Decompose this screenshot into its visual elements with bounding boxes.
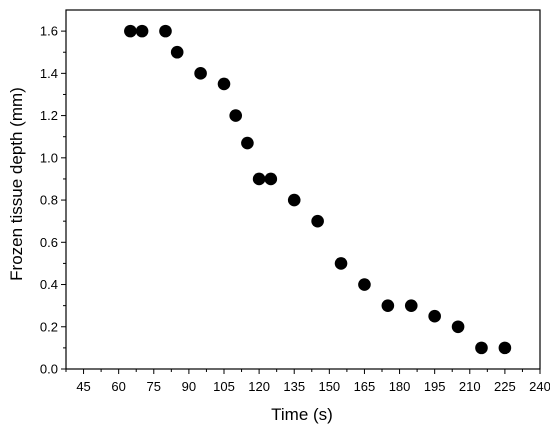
data-point xyxy=(311,214,324,228)
y-tick-label: 0.0 xyxy=(40,362,58,377)
x-tick-label: 210 xyxy=(459,379,481,394)
x-tick-label: 90 xyxy=(182,379,196,394)
x-tick-label: 240 xyxy=(529,379,550,394)
x-tick-label: 150 xyxy=(318,379,340,394)
data-point xyxy=(358,278,371,291)
data-point xyxy=(229,109,243,122)
y-tick-label: 1.0 xyxy=(40,150,58,165)
x-tick-label: 180 xyxy=(389,379,411,394)
plot-border xyxy=(65,9,541,370)
plot-frame xyxy=(65,9,541,370)
data-point xyxy=(170,45,184,59)
data-point xyxy=(241,136,254,150)
y-tick-label: 0.2 xyxy=(40,319,58,334)
x-tick-label: 135 xyxy=(283,379,305,394)
data-point xyxy=(428,309,441,323)
data-point xyxy=(451,320,465,334)
y-axis-title: Frozen tissue depth (mm) xyxy=(7,87,26,281)
data-point xyxy=(404,299,418,312)
data-point xyxy=(217,77,231,91)
y-tick-label: 0.6 xyxy=(40,235,58,250)
data-point xyxy=(264,172,278,186)
data-point xyxy=(194,67,207,80)
x-tick-label: 60 xyxy=(111,379,125,394)
data-points xyxy=(124,24,512,355)
y-tick-label: 1.2 xyxy=(40,108,58,123)
data-point xyxy=(124,24,137,38)
y-tick-label: 1.4 xyxy=(40,66,58,81)
data-point xyxy=(135,24,149,38)
data-point xyxy=(159,24,172,38)
x-tick-label: 225 xyxy=(494,379,516,394)
data-point xyxy=(252,172,266,186)
data-point xyxy=(475,341,488,355)
x-tick-label: 75 xyxy=(147,379,161,394)
x-tick-label: 165 xyxy=(354,379,376,394)
x-tick-label: 45 xyxy=(76,379,90,394)
y-tick-label: 1.6 xyxy=(40,24,58,39)
y-tick-label: 0.8 xyxy=(40,193,58,208)
x-tick-label: 105 xyxy=(213,379,235,394)
x-axis-title: Time (s) xyxy=(271,405,333,424)
x-axis-ticks: 45 60 75 90 105 120 135 150 165 180 195 210 225 240 xyxy=(65,369,550,394)
y-tick-label: 0.4 xyxy=(40,277,58,292)
x-tick-label: 195 xyxy=(424,379,446,394)
y-axis-ticks: 0.0 0.2 0.4 0.6 0.8 1.0 1.2 1.4 1.6 xyxy=(40,24,66,377)
data-point xyxy=(498,341,512,355)
data-point xyxy=(287,193,301,207)
x-tick-label: 120 xyxy=(248,379,270,394)
data-point xyxy=(381,299,395,312)
data-point xyxy=(334,257,348,270)
